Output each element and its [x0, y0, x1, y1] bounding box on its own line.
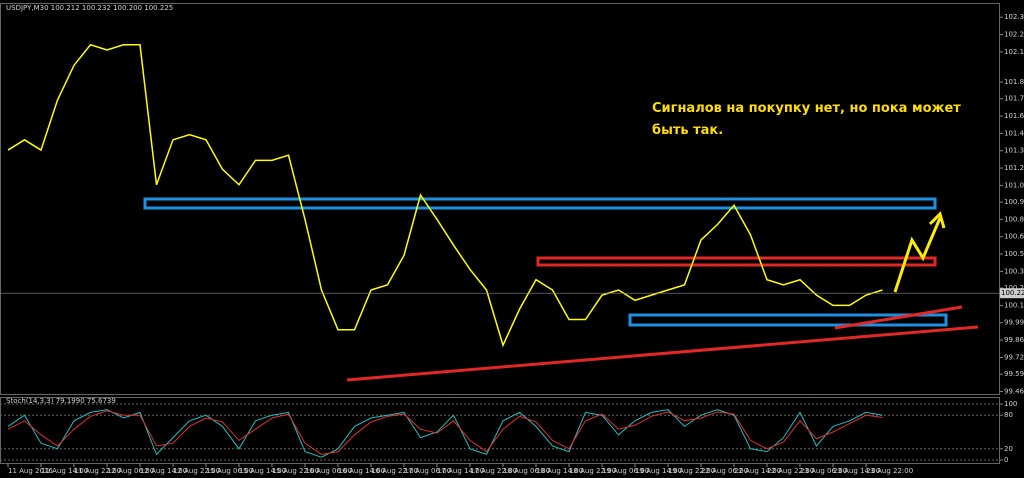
x-tick-label: 12 Aug 06:00	[107, 467, 154, 475]
indicator-title: Stoch(14,3,3) 79.1990 75.6739	[6, 397, 116, 405]
x-tick-label: 19 Aug 22:00	[668, 467, 715, 475]
x-tick-label: 15 Aug 06:00	[206, 467, 253, 475]
support-box	[628, 313, 948, 327]
y-tick-label: 99.595	[1004, 370, 1024, 378]
x-tick-label: 23 Aug 22:00	[866, 467, 913, 475]
drawings	[143, 197, 979, 382]
y-tick-label: 102.375	[1004, 13, 1024, 21]
y-tick-label: 101.2	[1004, 164, 1024, 172]
y-tick-label: 101.335	[1004, 147, 1024, 155]
x-tick-label: 16 Aug 06:00	[305, 467, 352, 475]
x-tick-label: 17 Aug 06:00	[404, 467, 451, 475]
annotation-box: Сигналов на покупку нет, но пока может б…	[652, 101, 961, 138]
x-tick-label: 16 Aug 22:00	[371, 467, 418, 475]
x-tick-label: 19 Aug 06:00	[602, 467, 649, 475]
x-tick-label: 16 Aug 14:00	[338, 467, 385, 475]
main-frame	[0, 3, 1000, 395]
y-tick-label: 101.74	[1004, 95, 1024, 103]
trend-line	[346, 325, 979, 382]
y-tick-label: 100.53	[1004, 250, 1024, 258]
y-tick-label: 101.47	[1004, 129, 1024, 137]
y-tick-label: 99.46	[1004, 387, 1024, 395]
y-tick-label: 80	[1004, 411, 1013, 419]
x-tick-label: 11 Aug 2016	[8, 467, 53, 475]
arrow-head	[928, 211, 946, 229]
x-tick-label: 22 Aug 22:00	[767, 467, 814, 475]
y-tick-label: 101.87	[1004, 78, 1024, 86]
y-tick-label: 102.105	[1004, 48, 1024, 56]
last-price-tag	[1000, 288, 1024, 299]
x-tick-label: 11 Aug 22:00	[74, 467, 121, 475]
y-tick-label: 0	[1004, 456, 1008, 464]
series-line	[7, 409, 883, 458]
x-tick-label: 19 Aug 14:00	[635, 467, 682, 475]
x-tick-label: 18 Aug 22:00	[569, 467, 616, 475]
y-tick-label: 100.665	[1004, 233, 1024, 241]
x-tick-label: 17 Aug 14:00	[437, 467, 484, 475]
resistance-box	[143, 197, 937, 210]
y-tick-label: 101.605	[1004, 112, 1024, 120]
y-tick-label: 101.065	[1004, 181, 1024, 189]
y-tick-label: 99.725	[1004, 353, 1024, 361]
y-tick-label: 100.935	[1004, 198, 1024, 206]
y-tick-label: 100.8	[1004, 215, 1024, 223]
x-tick-label: 22 Aug 14:00	[734, 467, 781, 475]
series-line	[7, 410, 883, 455]
series-line	[7, 43, 883, 348]
y-tick-label: 99.86	[1004, 336, 1024, 344]
sub-frame	[0, 397, 1000, 464]
x-tick-label: 23 Aug 06:00	[800, 467, 847, 475]
annotation: Сигналов на покупку нет, но пока может б…	[652, 101, 961, 138]
x-tick-label: 22 Aug 06:00	[701, 467, 748, 475]
x-tick-label: 15 Aug 22:00	[272, 467, 319, 475]
x-tick-label: 12 Aug 14:00	[140, 467, 187, 475]
y-tick-label: 100.265	[1004, 284, 1024, 292]
x-tick-label: 12 Aug 22:00	[173, 467, 220, 475]
x-tick-label: 18 Aug 06:00	[503, 467, 550, 475]
y-tick-label: 20	[1004, 445, 1013, 453]
x-tick-label: 23 Aug 14:00	[833, 467, 880, 475]
y-tick-label: 99.995	[1004, 319, 1024, 327]
y-tick-label: 100.13	[1004, 301, 1024, 309]
x-tick-label: 17 Aug 22:00	[470, 467, 517, 475]
x-tick-label: 11 Aug 14:00	[41, 467, 88, 475]
y-tick-label: 102.24	[1004, 31, 1024, 39]
y-tick-label: 100.395	[1004, 267, 1024, 275]
trend-line	[834, 305, 963, 330]
last-price-label: 100.225	[1001, 289, 1024, 297]
y-tick-label: 100	[1004, 400, 1017, 408]
x-tick-label: 18 Aug 14:00	[536, 467, 583, 475]
range-box	[536, 256, 937, 267]
x-tick-label: 15 Aug 14:00	[239, 467, 286, 475]
chart-title: USDJPY,M30 100.212 100.232 100.200 100.2…	[6, 4, 173, 12]
forecast-arrow	[893, 217, 942, 293]
